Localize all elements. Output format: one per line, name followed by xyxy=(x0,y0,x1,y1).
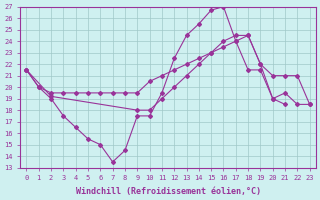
X-axis label: Windchill (Refroidissement éolien,°C): Windchill (Refroidissement éolien,°C) xyxy=(76,187,260,196)
